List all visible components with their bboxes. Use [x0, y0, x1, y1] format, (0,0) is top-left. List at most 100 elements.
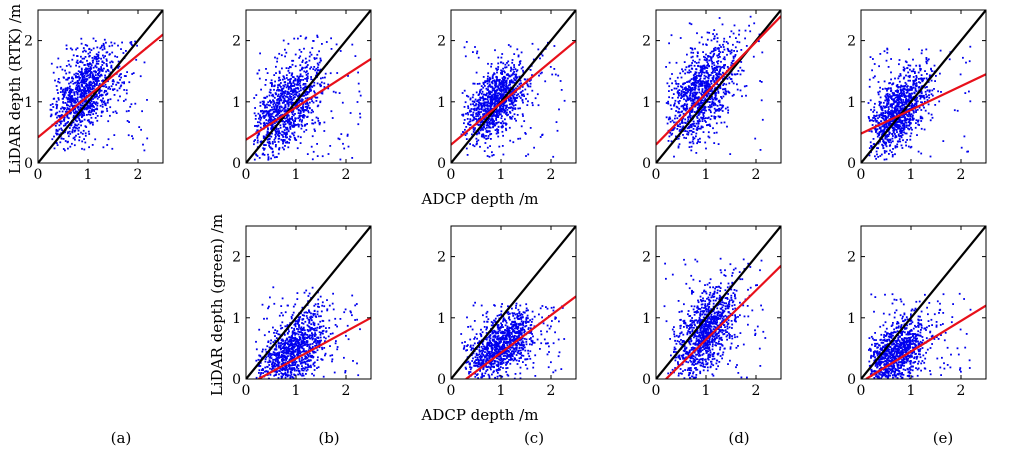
scatter-point: [481, 105, 483, 108]
scatter-point: [64, 90, 67, 92]
scatter-point: [708, 136, 711, 139]
scatter-point: [931, 94, 934, 97]
scatter-point: [873, 106, 876, 109]
scatter-point: [300, 51, 303, 53]
scatter-point: [95, 84, 98, 86]
scatter-point: [488, 80, 491, 82]
scatter-point: [697, 114, 700, 117]
fit-line: [451, 39, 576, 146]
scatter-point: [675, 61, 678, 64]
scatter-point: [688, 85, 690, 88]
scatter-point: [94, 138, 97, 141]
scatter-point: [253, 112, 256, 115]
scatter-point: [910, 87, 912, 89]
scatter-point: [272, 99, 274, 102]
scatter-point: [895, 100, 898, 103]
scatter-point: [497, 125, 500, 128]
scatter-point: [705, 89, 708, 92]
scatter-point: [690, 51, 693, 54]
scatter-point: [493, 89, 496, 92]
scatter-point: [60, 114, 62, 117]
scatter-point: [93, 110, 96, 113]
scatter-point: [303, 70, 306, 73]
scatter-point: [287, 120, 289, 123]
scatter-point: [116, 56, 119, 58]
scatter-point: [500, 56, 503, 59]
scatter-point: [74, 88, 77, 90]
scatter-point: [92, 98, 94, 100]
scatter-point: [881, 143, 883, 146]
scatter-point: [69, 81, 72, 84]
scatter-point: [316, 105, 319, 108]
scatter-point: [680, 90, 683, 92]
scatter-point: [719, 70, 721, 72]
scatter-point: [268, 131, 270, 134]
scatter-point: [70, 99, 73, 102]
scatter-point: [515, 70, 518, 73]
scatter-point: [885, 158, 888, 161]
scatter-point: [881, 133, 884, 136]
scatter-point: [88, 101, 90, 104]
scatter-point: [708, 83, 711, 86]
scatter-point: [685, 122, 687, 124]
scatter-point: [899, 89, 902, 92]
scatter-point: [281, 93, 284, 95]
scatter-point: [896, 94, 898, 96]
scatter-point: [276, 89, 278, 92]
scatter-point: [275, 72, 277, 74]
scatter-point: [476, 52, 478, 55]
scatter-point: [76, 92, 79, 94]
scatter-point: [690, 90, 692, 93]
scatter-point: [665, 66, 667, 68]
scatter-point: [884, 143, 887, 146]
scatter-point: [292, 126, 295, 128]
scatter-point: [277, 84, 279, 86]
scatter-point: [60, 87, 62, 90]
scatter-point: [276, 110, 279, 113]
scatter-point: [907, 145, 910, 148]
scatter-point: [705, 109, 707, 112]
scatter-point: [722, 78, 725, 80]
scatter-point: [501, 145, 504, 147]
scatter-point: [88, 81, 91, 84]
scatter-point: [522, 71, 525, 74]
scatter-point: [741, 69, 743, 72]
scatter-point: [268, 114, 271, 117]
scatter-point: [683, 61, 686, 63]
scatter-point: [702, 112, 705, 114]
scatter-point: [86, 100, 88, 102]
scatter-point: [106, 92, 109, 95]
scatter-point: [719, 73, 721, 75]
scatter-point: [301, 67, 303, 70]
scatter-point: [520, 67, 523, 70]
scatter-point: [489, 126, 492, 129]
scatter-point: [693, 84, 695, 86]
scatter-point: [508, 103, 511, 106]
scatter-point: [117, 82, 120, 84]
scatter-point: [270, 101, 272, 104]
scatter-point: [692, 120, 695, 123]
scatter-point: [725, 83, 728, 86]
y-tick-label: 2: [24, 34, 33, 50]
scatter-point: [516, 114, 519, 116]
scatter-point: [341, 101, 344, 104]
scatter-point: [667, 100, 669, 103]
x-tick-label: 2: [752, 167, 761, 183]
scatter-point: [710, 71, 713, 74]
scatter-point: [297, 76, 300, 79]
scatter-point: [476, 100, 478, 103]
scatter-point: [531, 104, 534, 107]
scatter-point: [682, 94, 685, 97]
scatter-point: [556, 129, 559, 132]
scatter-point: [754, 137, 757, 140]
scatter-point: [357, 123, 360, 126]
scatter-point: [898, 138, 901, 140]
scatter-point: [96, 115, 99, 117]
scatter-point: [924, 86, 927, 89]
scatter-point: [885, 97, 888, 99]
scatter-point: [690, 125, 693, 128]
scatter-point: [710, 39, 713, 42]
scatter-point: [130, 43, 133, 45]
scatter-point: [707, 72, 709, 75]
